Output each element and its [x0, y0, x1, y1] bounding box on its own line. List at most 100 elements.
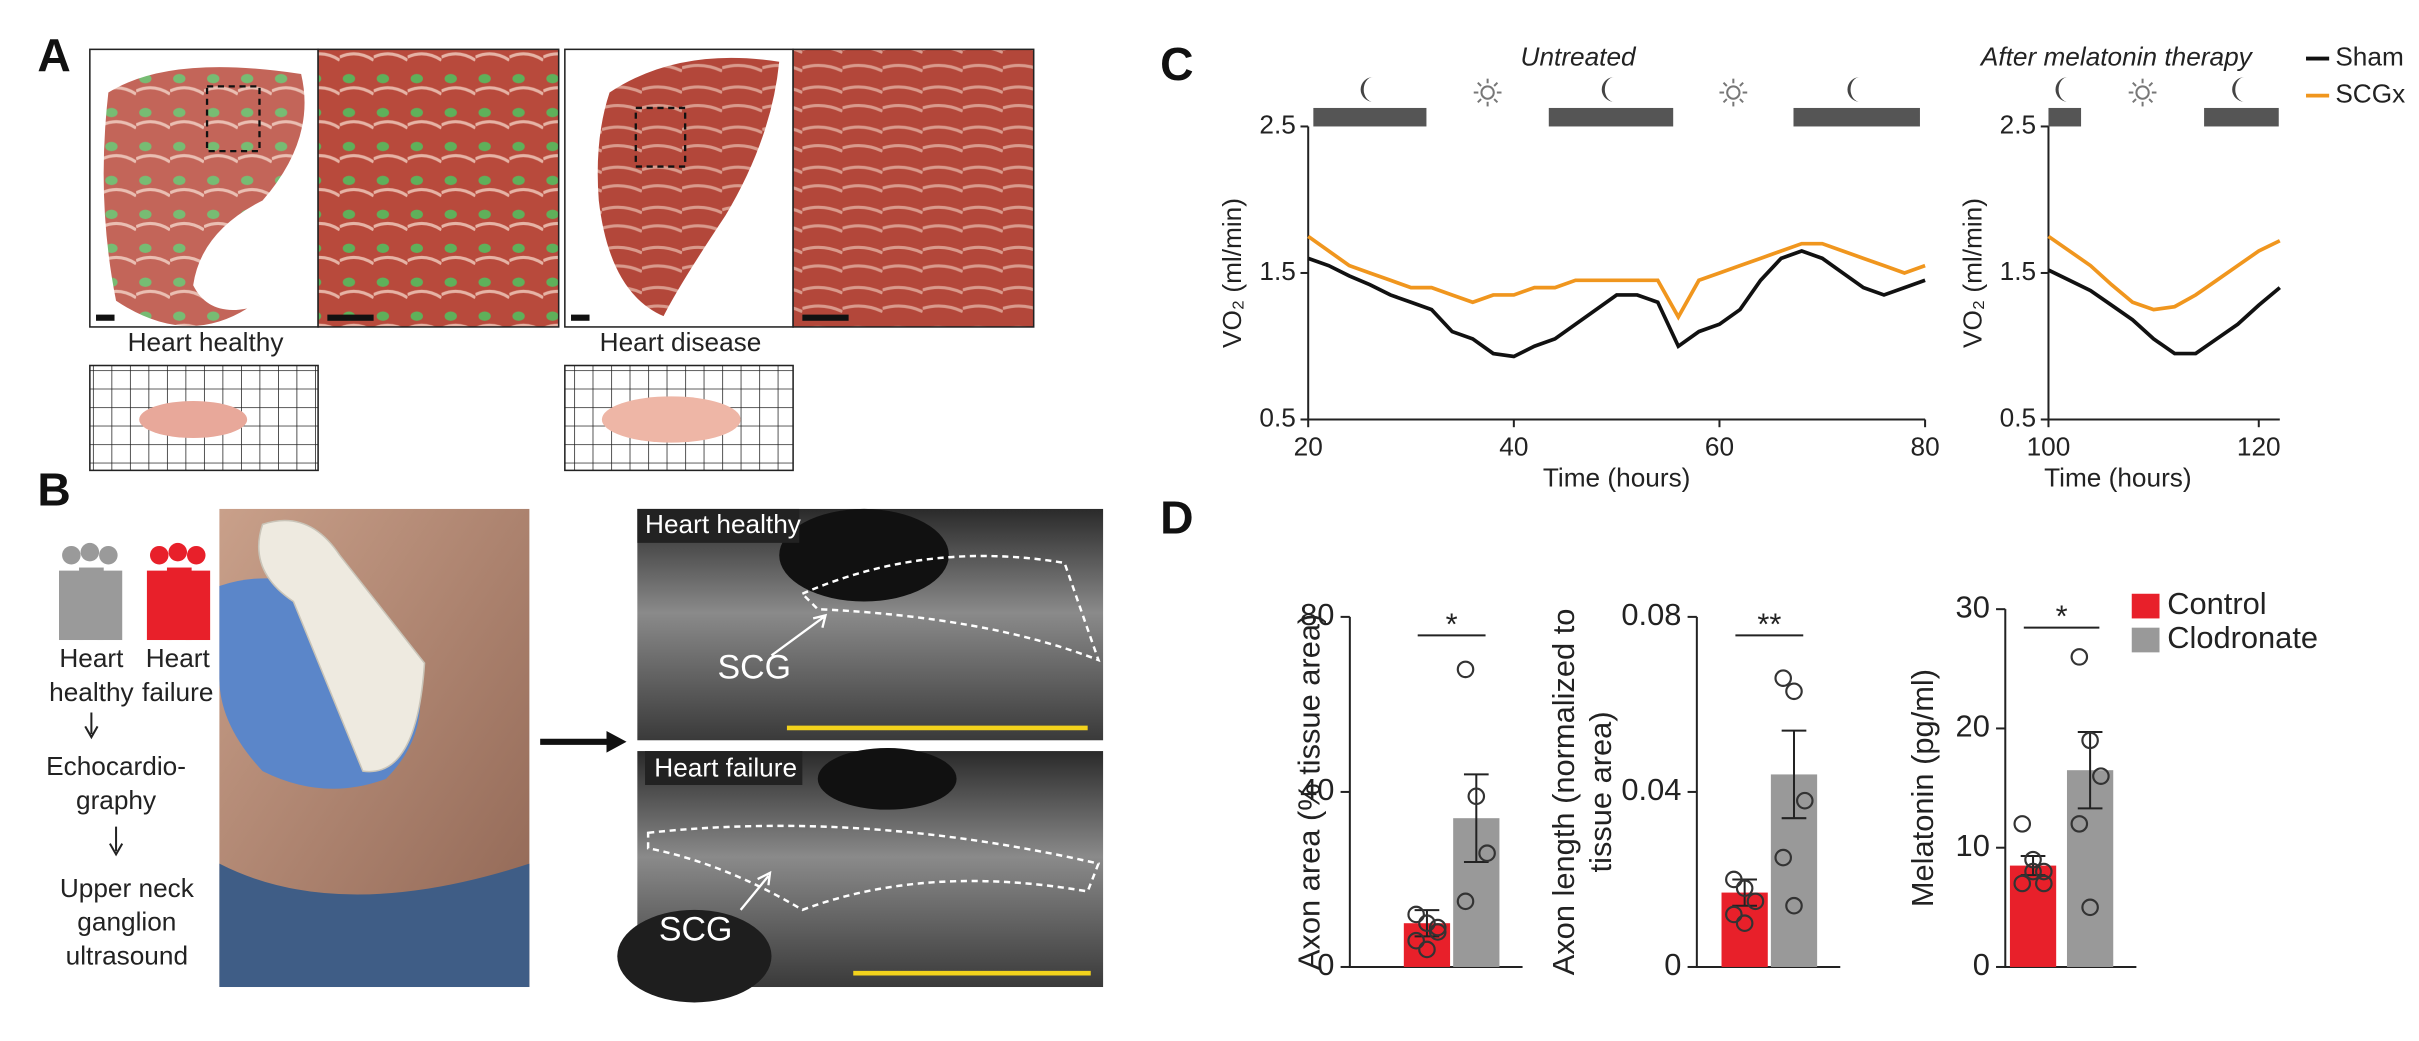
night-period: [2204, 107, 2279, 127]
data-point: [1785, 896, 1803, 915]
x-tick-label: 100: [2027, 432, 2071, 462]
y-axis-label: Axon length (normalized to: [1546, 609, 1581, 976]
y-axis-label: Melatonin (pg/ml): [1905, 669, 1940, 907]
data-point: [1428, 923, 1447, 941]
data-point: [2081, 898, 2099, 917]
legend-label: Clodronate: [2167, 620, 2318, 655]
panel-label: D: [1160, 491, 1193, 543]
image-title: Heart failure: [654, 752, 797, 782]
moon-icon: [1360, 77, 1373, 102]
legend-swatch: [2131, 627, 2160, 653]
x-tick-label: 120: [2237, 432, 2281, 462]
data-point: [1735, 879, 1754, 897]
step-label: ultrasound: [66, 941, 188, 971]
legend-label: Sham: [2335, 42, 2403, 72]
data-point: [2024, 862, 2042, 881]
y-axis-label: tissue area): [1583, 711, 1618, 872]
night-period: [1548, 107, 1674, 127]
sun-icon: [1726, 85, 1741, 100]
y-axis-label: VO₂ (ml/min): [1957, 198, 1987, 348]
y-tick-label: 0.5: [2000, 402, 2036, 432]
x-tick-label: 20: [1294, 432, 1323, 462]
y-tick-label: 1.5: [1259, 256, 1295, 286]
data-point: [1478, 844, 1496, 862]
sun-ray: [1493, 82, 1499, 87]
data-point: [2013, 815, 2032, 833]
y-tick-label: 80: [1300, 597, 1334, 632]
data-point: [2013, 874, 2032, 893]
night-period: [1313, 107, 1427, 127]
data-point: [2024, 850, 2042, 869]
y-tick-label: 1.5: [2000, 256, 2036, 286]
group-label: healthy: [49, 677, 134, 707]
axes: [1307, 126, 1926, 421]
caption: Heart disease: [600, 327, 762, 357]
chart-title: Untreated: [1521, 42, 1638, 72]
data-point: [1418, 914, 1436, 933]
y-tick-label: 20: [1956, 709, 1990, 744]
significance: *: [1446, 606, 1458, 641]
moon-icon: [1601, 77, 1615, 102]
y-axis-label: Axon area (% tissue area): [1291, 614, 1326, 970]
panel-label: A: [37, 29, 70, 81]
sun-ray: [1722, 98, 1728, 104]
data-point: [1725, 905, 1743, 924]
sun-ray: [2148, 98, 2154, 104]
caption: Heart healthy: [128, 327, 285, 357]
data-point: [1456, 660, 1475, 679]
sun-icon: [1480, 85, 1495, 100]
panel-label: B: [37, 464, 70, 516]
error-bar: [1781, 729, 1807, 820]
y-tick-label: 0: [1317, 947, 1334, 982]
ultrasound-images: [617, 508, 1104, 1003]
data-point: [2081, 731, 2099, 750]
data-point: [1418, 940, 1436, 959]
y-tick-label: 40: [1300, 772, 1334, 807]
night-period: [1793, 107, 1920, 127]
image-title: Heart healthy: [645, 509, 802, 539]
chart-title: After melatonin therapy: [1979, 42, 2254, 72]
sun-ray: [1477, 98, 1482, 104]
step-label: Echocardio-: [46, 751, 186, 781]
people-icons: [59, 542, 211, 857]
data-point: [2070, 648, 2089, 666]
group-label: failure: [142, 677, 213, 707]
axes: [2047, 126, 2280, 421]
data-point: [1796, 791, 1814, 810]
data-line: [1307, 234, 1926, 321]
data-point: [1785, 682, 1803, 701]
y-tick-label: 2.5: [1259, 109, 1295, 139]
x-axis-label: Time (hours): [2044, 463, 2192, 493]
panel-label: C: [1160, 38, 1193, 90]
data-point: [1735, 914, 1754, 933]
x-tick-label: 40: [1499, 432, 1528, 462]
sun-ray: [1739, 82, 1744, 87]
ultrasound-photo: [219, 508, 627, 988]
sun-ray: [1722, 82, 1728, 87]
significance: **: [1757, 606, 1781, 641]
moon-icon: [2232, 77, 2245, 102]
data-point: [1407, 905, 1425, 924]
sun-ray: [2148, 82, 2154, 87]
data-point: [1467, 787, 1486, 806]
legend-label: SCGx: [2335, 79, 2405, 109]
data-point: [2035, 874, 2053, 893]
workflow-text: Heart healthy Heart failure Echocardio-graph…: [46, 643, 213, 971]
y-tick-label: 0: [1973, 947, 1990, 982]
step-label: Upper neck: [60, 873, 195, 903]
x-tick-label: 60: [1705, 432, 1734, 462]
histology-images: [89, 48, 1035, 472]
step-label: ganglion: [77, 907, 176, 937]
y-tick-label: 0.08: [1621, 597, 1681, 632]
axes: [1695, 616, 1841, 968]
x-axis-label: Time (hours): [1543, 463, 1691, 493]
data-point: [1774, 848, 1792, 867]
group-label: Heart: [146, 643, 211, 673]
data-point: [1428, 918, 1447, 937]
data-line: [2047, 268, 2281, 356]
moon-icon: [2055, 77, 2068, 102]
data-point: [2070, 815, 2089, 833]
moon-icon: [1847, 77, 1860, 102]
significance: *: [2056, 599, 2068, 634]
